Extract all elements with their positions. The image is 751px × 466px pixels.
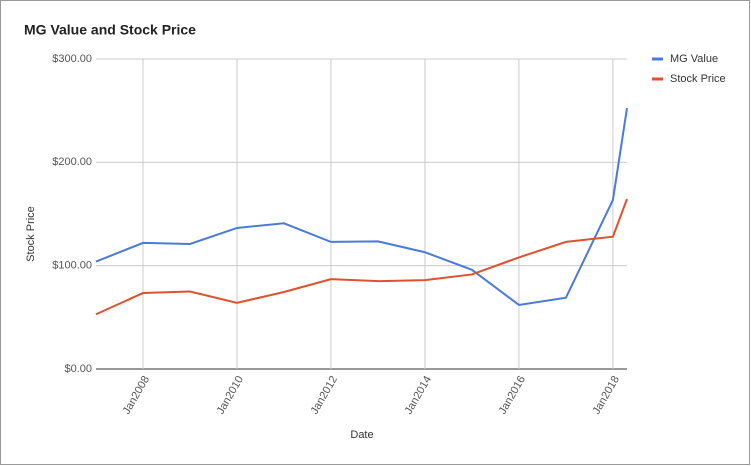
legend-label: Stock Price xyxy=(670,73,726,85)
y-tick-label: $0.00 xyxy=(64,363,92,375)
y-tick-label: $100.00 xyxy=(52,260,92,272)
x-axis-label: Date xyxy=(350,429,373,441)
series-line xyxy=(95,107,628,306)
y-tick-label: $200.00 xyxy=(52,156,92,168)
legend-label: MG Value xyxy=(670,53,718,65)
y-axis-label: Stock Price xyxy=(25,206,37,262)
series-line xyxy=(95,198,628,316)
chart-title: MG Value and Stock Price xyxy=(24,22,196,38)
y-tick-label: $300.00 xyxy=(52,53,92,65)
